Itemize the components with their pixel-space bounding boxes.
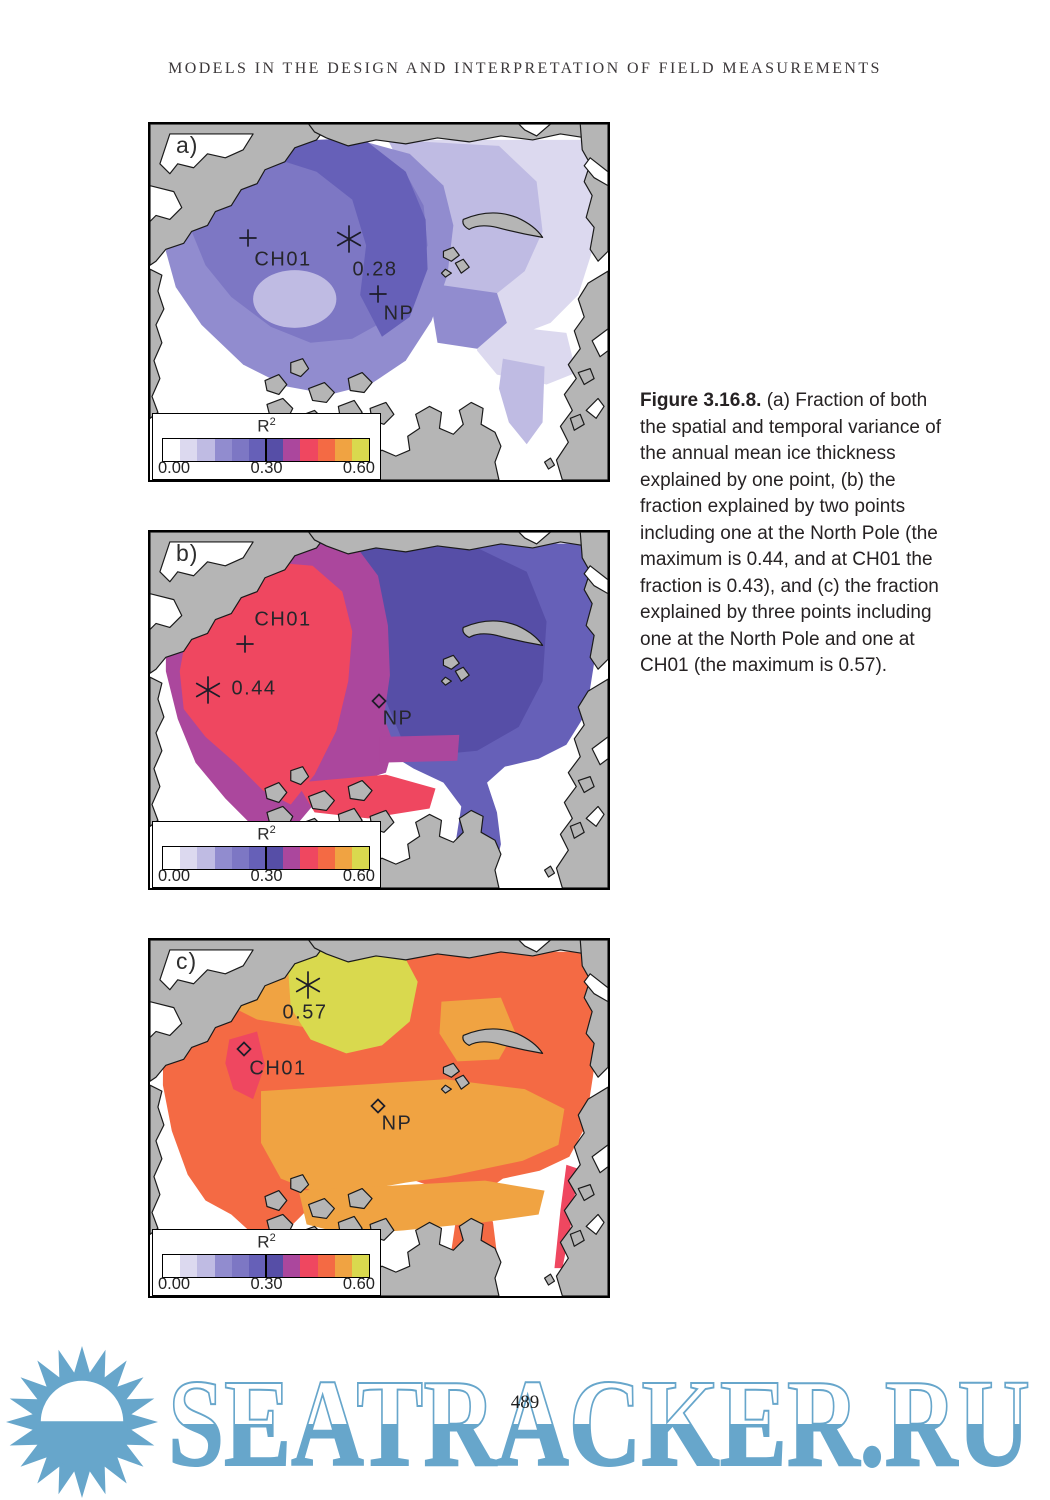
page-number: 489 [510, 1392, 540, 1413]
colorbar-strip [163, 1255, 370, 1277]
sun-lower-half [36, 1422, 128, 1468]
max-value-label: 0.28 [352, 258, 398, 281]
max-value-label: 0.57 [282, 1001, 328, 1024]
colorbar-tick-max: 0.60 [342, 459, 375, 477]
asterisk-marker-icon [335, 225, 363, 253]
map-panel-c: c) 0.57 CH01 NP R2 0.00 0.30 0.60 [148, 938, 610, 1298]
panel-letter-c: c) [176, 948, 198, 974]
colorbar-midline [265, 847, 267, 869]
diamond-marker-icon [370, 1098, 386, 1114]
colorbar-title: R2 [257, 824, 276, 844]
figure-caption-body: (a) Fraction of both the spatial and tem… [640, 390, 942, 676]
colorbar-tick-mid: 0.30 [250, 867, 283, 885]
colorbar-tick-max: 0.60 [342, 1275, 375, 1293]
plus-marker-icon [369, 285, 387, 303]
colorbar-midline [265, 439, 267, 461]
north-pole-label: NP [383, 302, 415, 325]
station-label: CH01 [249, 1057, 307, 1080]
max-value-label: 0.44 [231, 677, 277, 700]
colorbar-legend: R2 0.00 0.30 0.60 [152, 821, 381, 888]
arctic-map-a [150, 124, 608, 480]
watermark: SEATRACKER.RU [6, 1346, 1031, 1498]
sun-dome [39, 1379, 125, 1423]
colorbar-strip [163, 847, 370, 869]
panel-letter-b: b) [176, 540, 199, 566]
running-header: MODELS IN THE DESIGN AND INTERPRETATION … [168, 60, 882, 77]
station-label: CH01 [254, 248, 312, 271]
diamond-marker-icon [371, 693, 387, 709]
colorbar-strip [163, 439, 370, 461]
colorbar-tick-max: 0.60 [342, 867, 375, 885]
north-pole-label: NP [382, 707, 414, 730]
plus-marker-icon [239, 229, 257, 247]
diamond-marker-icon [236, 1041, 252, 1057]
colorbar-title: R2 [257, 1232, 276, 1252]
colorbar-tick-mid: 0.30 [250, 459, 283, 477]
north-pole-label: NP [381, 1112, 413, 1135]
colorbar-legend: R2 0.00 0.30 0.60 [152, 1229, 381, 1296]
station-label: CH01 [254, 608, 312, 631]
colorbar-tick-min: 0.00 [158, 1275, 191, 1293]
map-panel-a: a) CH01 0.28 NP R2 0.00 0.30 0.60 [148, 122, 610, 482]
colorbar-tick-min: 0.00 [158, 867, 191, 885]
colorbar-legend: R2 0.00 0.30 0.60 [152, 413, 381, 480]
colorbar-tick-min: 0.00 [158, 459, 191, 477]
colorbar-tick-mid: 0.30 [250, 1275, 283, 1293]
asterisk-marker-icon [194, 676, 222, 704]
figure-caption: Figure 3.16.8. (a) Fraction of both the … [640, 388, 946, 680]
figure-caption-label: Figure 3.16.8. [640, 390, 762, 411]
map-panel-b: b) CH01 0.44 NP R2 0.00 0.30 0.60 [148, 530, 610, 890]
watermark-text: SEATRACKER.RU [168, 1355, 1030, 1493]
asterisk-marker-icon [294, 971, 322, 999]
panel-letter-a: a) [176, 132, 199, 158]
colorbar-title: R2 [257, 416, 276, 436]
plus-marker-icon [236, 635, 254, 653]
colorbar-midline [265, 1255, 267, 1277]
